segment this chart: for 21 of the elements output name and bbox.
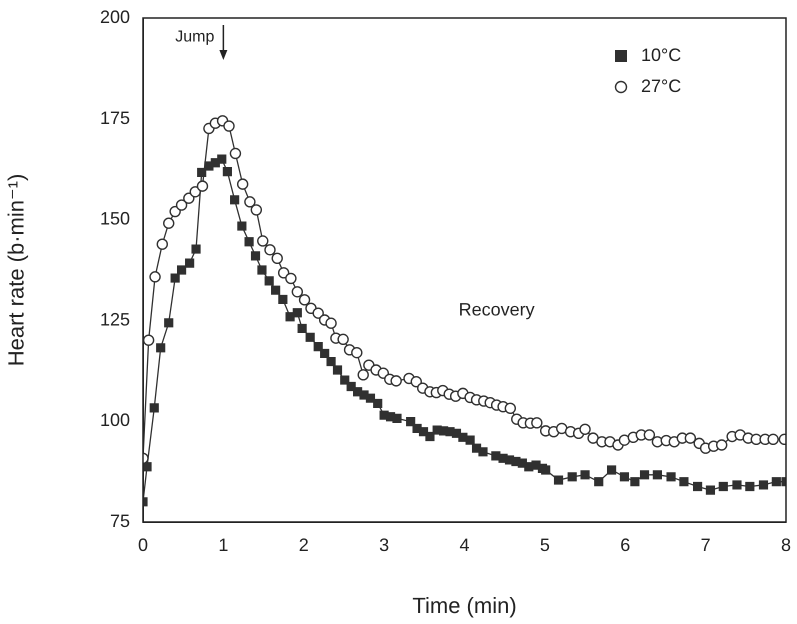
y-tick-label: 200: [100, 6, 130, 27]
y-tick-label: 175: [100, 108, 130, 128]
x-tick-label: 0: [138, 534, 148, 555]
x-tick-label: 5: [540, 534, 550, 555]
x-tick-label: 1: [218, 534, 228, 555]
y-tick-label: 150: [100, 208, 130, 229]
x-tick-label: 3: [379, 534, 390, 555]
annotation: Recovery: [458, 299, 535, 320]
annotation: Jump: [175, 28, 214, 46]
x-axis-title: Time (min): [412, 592, 517, 618]
y-tick-label: 100: [100, 410, 130, 430]
legend-label: 10°C: [640, 44, 682, 65]
y-tick-label: 75: [110, 510, 130, 531]
y-axis-title: Heart rate (b·min⁻¹): [3, 174, 28, 366]
x-tick-label: 4: [459, 534, 470, 555]
x-tick-label: 6: [620, 534, 630, 555]
x-tick-label: 2: [298, 534, 309, 555]
x-tick-label: 7: [700, 534, 711, 555]
legend-label: 27°C: [640, 76, 682, 96]
x-tick-label: 8: [780, 534, 791, 555]
y-tick-label: 125: [100, 309, 130, 330]
